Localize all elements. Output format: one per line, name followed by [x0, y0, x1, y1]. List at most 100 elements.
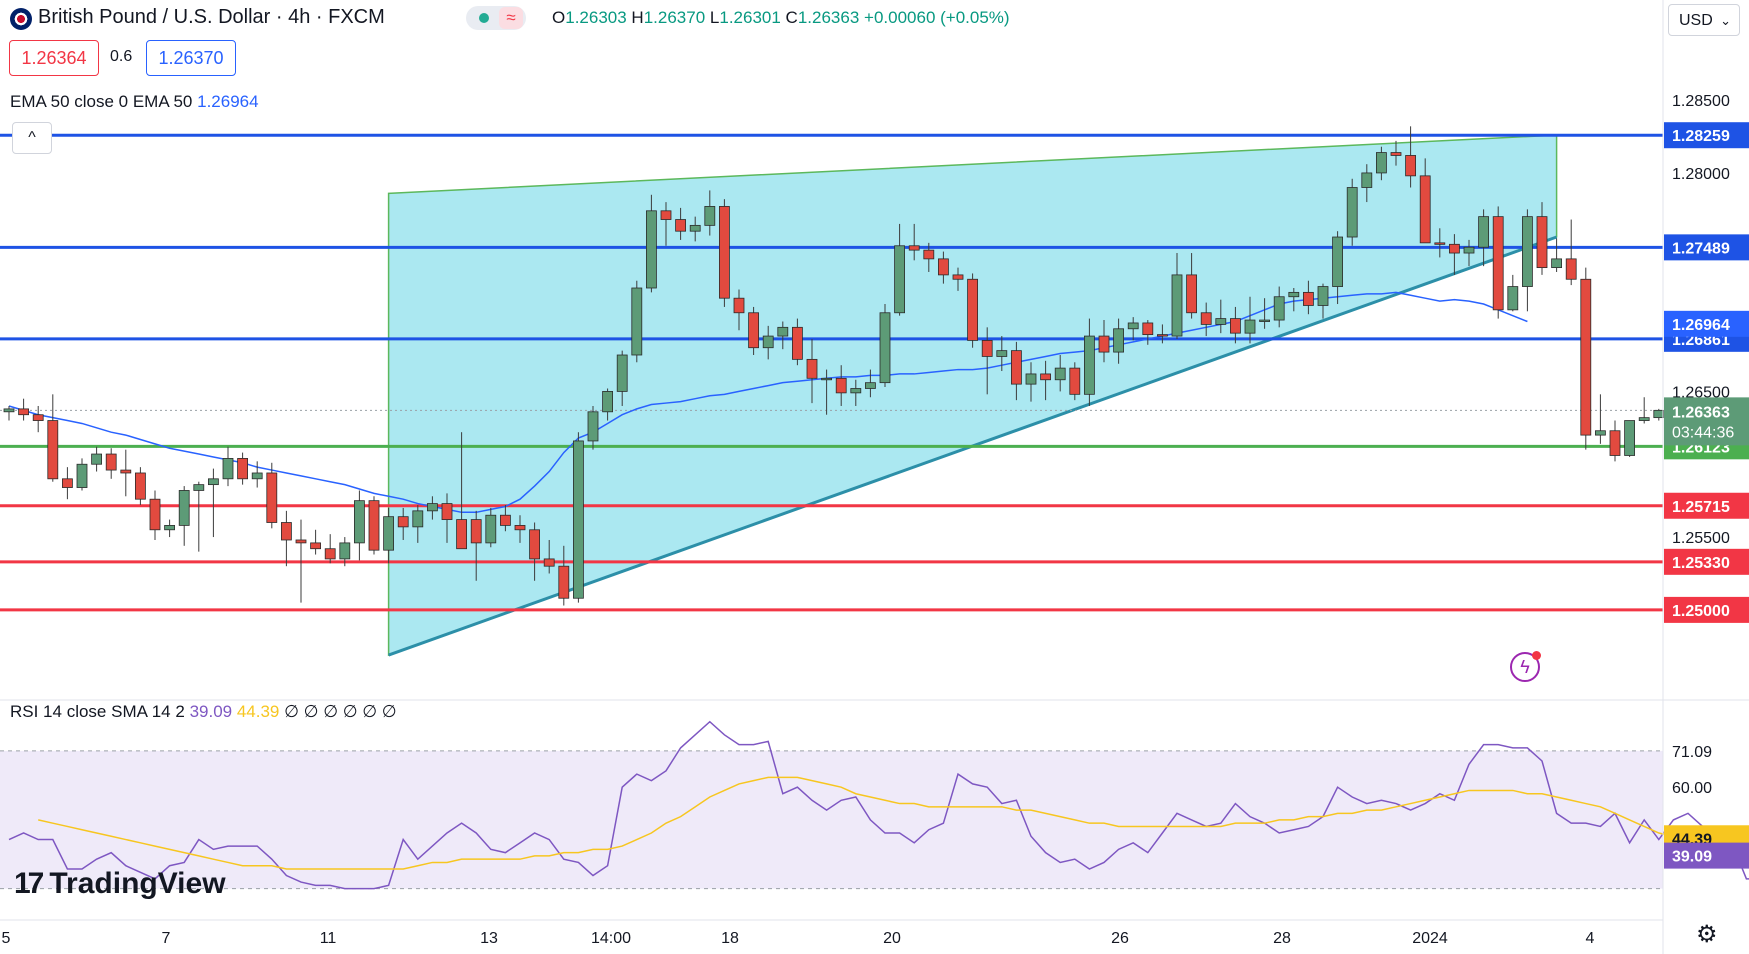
candle[interactable]	[514, 515, 526, 543]
rsi-sma-line[interactable]	[38, 776, 1689, 870]
candle[interactable]	[879, 304, 891, 388]
candle[interactable]	[704, 190, 716, 236]
candle[interactable]	[1244, 296, 1256, 344]
lightning-icon[interactable]: ϟ	[1510, 651, 1541, 682]
candle[interactable]	[996, 336, 1008, 372]
rsi-legend[interactable]: RSI 14 close SMA 14 2 39.09 44.39 ∅ ∅ ∅ …	[10, 702, 397, 721]
candle[interactable]	[806, 338, 818, 404]
candle[interactable]	[1551, 238, 1562, 272]
candle[interactable]	[967, 273, 978, 348]
candle[interactable]	[938, 251, 949, 284]
settings-gear-icon[interactable]: ⚙	[1696, 921, 1718, 948]
candle[interactable]	[47, 394, 59, 482]
market-status-pill[interactable]: ≈	[466, 6, 526, 30]
level-price-badge[interactable]: 1.25000	[1672, 603, 1730, 620]
candle[interactable]	[1317, 283, 1329, 319]
candle[interactable]	[207, 468, 219, 538]
candle[interactable]	[149, 490, 161, 540]
candle[interactable]	[1405, 126, 1416, 188]
candle[interactable]	[675, 207, 686, 240]
candle[interactable]	[660, 202, 672, 246]
candle[interactable]	[339, 537, 351, 567]
candle[interactable]	[280, 510, 292, 567]
candle[interactable]	[76, 458, 88, 491]
candle[interactable]	[835, 365, 847, 406]
rsi-value-badge[interactable]: 39.09	[1672, 849, 1712, 866]
candle[interactable]	[1595, 394, 1606, 444]
candle[interactable]	[3, 405, 15, 421]
candle[interactable]	[865, 369, 876, 398]
candle[interactable]	[1142, 320, 1154, 345]
candle[interactable]	[1230, 306, 1241, 344]
candle[interactable]	[251, 461, 263, 488]
candle[interactable]	[1653, 408, 1665, 421]
candle[interactable]	[1113, 318, 1124, 364]
level-price-badge[interactable]: 1.25330	[1672, 555, 1730, 572]
candle[interactable]	[120, 449, 132, 497]
candle[interactable]	[850, 379, 862, 406]
candle[interactable]	[777, 321, 789, 350]
candle[interactable]	[1303, 280, 1314, 315]
candle[interactable]	[1011, 341, 1022, 401]
buy-price-button[interactable]: 1.26370	[146, 40, 236, 76]
candle[interactable]	[18, 398, 30, 421]
candle[interactable]	[1609, 420, 1621, 462]
level-price-badge[interactable]: 1.25715	[1672, 499, 1730, 516]
candle[interactable]	[792, 318, 803, 366]
candle[interactable]	[1069, 362, 1081, 401]
candle[interactable]	[923, 242, 935, 272]
candle[interactable]	[1492, 206, 1504, 319]
candle[interactable]	[1025, 362, 1037, 402]
candle[interactable]	[602, 388, 613, 421]
candle[interactable]	[821, 369, 832, 415]
candle[interactable]	[1054, 355, 1066, 392]
candle[interactable]	[631, 280, 643, 363]
candle[interactable]	[1346, 178, 1358, 246]
candle[interactable]	[1040, 360, 1051, 401]
candle[interactable]	[1507, 274, 1519, 312]
candle[interactable]	[295, 519, 307, 603]
candle[interactable]	[748, 306, 759, 355]
candle[interactable]	[91, 446, 102, 472]
candle[interactable]	[1127, 317, 1139, 341]
candle[interactable]	[1419, 158, 1431, 244]
candle[interactable]	[397, 507, 409, 540]
candle[interactable]	[193, 481, 205, 552]
candle[interactable]	[1288, 288, 1300, 312]
rsi-line[interactable]	[8, 720, 1749, 890]
currency-selector[interactable]: USD ⌄	[1668, 4, 1740, 36]
candle[interactable]	[105, 448, 117, 479]
candle[interactable]	[353, 490, 365, 561]
candle[interactable]	[733, 289, 745, 331]
candle[interactable]	[1157, 324, 1168, 344]
candle[interactable]	[1390, 140, 1402, 166]
candle[interactable]	[894, 223, 905, 316]
candle[interactable]	[1434, 228, 1446, 258]
candle[interactable]	[587, 405, 599, 450]
candle[interactable]	[689, 216, 701, 242]
candle[interactable]	[1084, 318, 1095, 406]
candle[interactable]	[368, 496, 380, 555]
candle[interactable]	[1186, 253, 1197, 319]
candle[interactable]	[470, 510, 482, 581]
candle[interactable]	[1098, 320, 1110, 363]
candle[interactable]	[1361, 164, 1373, 203]
candle[interactable]	[529, 522, 540, 581]
candle[interactable]	[1638, 397, 1650, 424]
candle[interactable]	[558, 545, 570, 606]
candle[interactable]	[441, 493, 453, 543]
candle[interactable]	[1376, 146, 1387, 181]
collapse-legend-button[interactable]: ^	[12, 122, 52, 154]
candle[interactable]	[178, 486, 190, 546]
candle[interactable]	[981, 327, 993, 395]
candle[interactable]	[324, 534, 336, 564]
candle[interactable]	[1624, 420, 1635, 457]
candle[interactable]	[222, 446, 234, 487]
last-price-badge[interactable]: 1.26363	[1672, 404, 1730, 421]
candle[interactable]	[310, 529, 322, 555]
candle[interactable]	[32, 405, 44, 433]
ema-legend[interactable]: EMA 50 close 0 EMA 50 1.26964	[10, 92, 259, 111]
candle[interactable]	[134, 467, 146, 506]
ema-price-badge[interactable]: 1.26964	[1672, 317, 1730, 334]
candle[interactable]	[1580, 267, 1592, 450]
